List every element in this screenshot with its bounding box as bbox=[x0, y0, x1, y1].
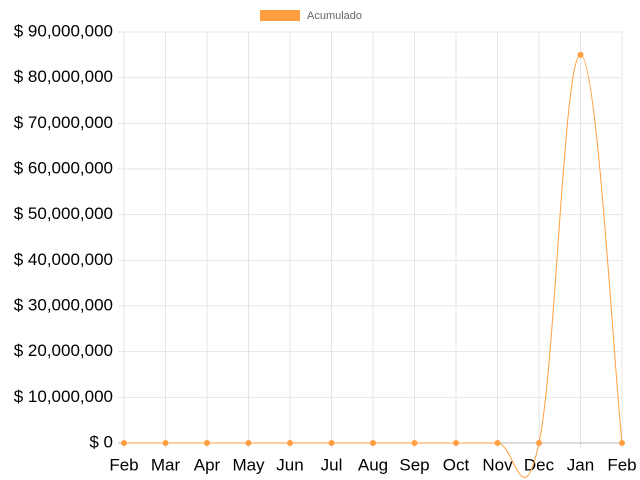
x-tick-label: Feb bbox=[607, 455, 636, 474]
x-tick-label: Jul bbox=[321, 455, 343, 474]
legend-swatch bbox=[260, 10, 300, 21]
y-tick-label: $ 20,000,000 bbox=[14, 341, 113, 360]
y-tick-label: $ 40,000,000 bbox=[14, 250, 113, 269]
y-tick-label: $ 10,000,000 bbox=[14, 387, 113, 406]
point bbox=[328, 440, 335, 446]
x-tick-label: Aug bbox=[358, 455, 388, 474]
y-tick-label: $ 70,000,000 bbox=[14, 113, 113, 132]
y-tick-label: $ 90,000,000 bbox=[14, 21, 113, 40]
x-tick-label: Sep bbox=[399, 455, 429, 474]
point bbox=[619, 440, 625, 446]
point bbox=[204, 440, 210, 446]
point bbox=[287, 440, 293, 446]
x-tick-label: Nov bbox=[482, 455, 513, 474]
point bbox=[536, 440, 542, 446]
point bbox=[121, 440, 127, 446]
y-tick-label: $ 80,000,000 bbox=[14, 67, 113, 86]
x-tick-label: Jun bbox=[276, 455, 303, 474]
x-tick-label: Jan bbox=[567, 455, 594, 474]
x-tick-label: Dec bbox=[524, 455, 555, 474]
x-tick-label: Apr bbox=[194, 455, 221, 474]
point bbox=[453, 440, 459, 446]
x-tick-label: May bbox=[232, 455, 265, 474]
point bbox=[162, 440, 169, 446]
point bbox=[411, 440, 418, 446]
point bbox=[245, 440, 252, 446]
x-tick-label: Oct bbox=[443, 455, 470, 474]
point bbox=[577, 51, 584, 58]
y-tick-label: $ 0 bbox=[89, 432, 113, 451]
x-tick-label: Mar bbox=[151, 455, 181, 474]
y-tick-label: $ 30,000,000 bbox=[14, 295, 113, 314]
y-tick-label: $ 60,000,000 bbox=[14, 158, 113, 177]
legend-label: Acumulado bbox=[307, 10, 362, 22]
x-tick-label: Feb bbox=[109, 455, 138, 474]
y-tick-label: $ 50,000,000 bbox=[14, 204, 113, 223]
point bbox=[370, 440, 376, 446]
line bbox=[124, 54, 623, 478]
point bbox=[494, 440, 501, 446]
